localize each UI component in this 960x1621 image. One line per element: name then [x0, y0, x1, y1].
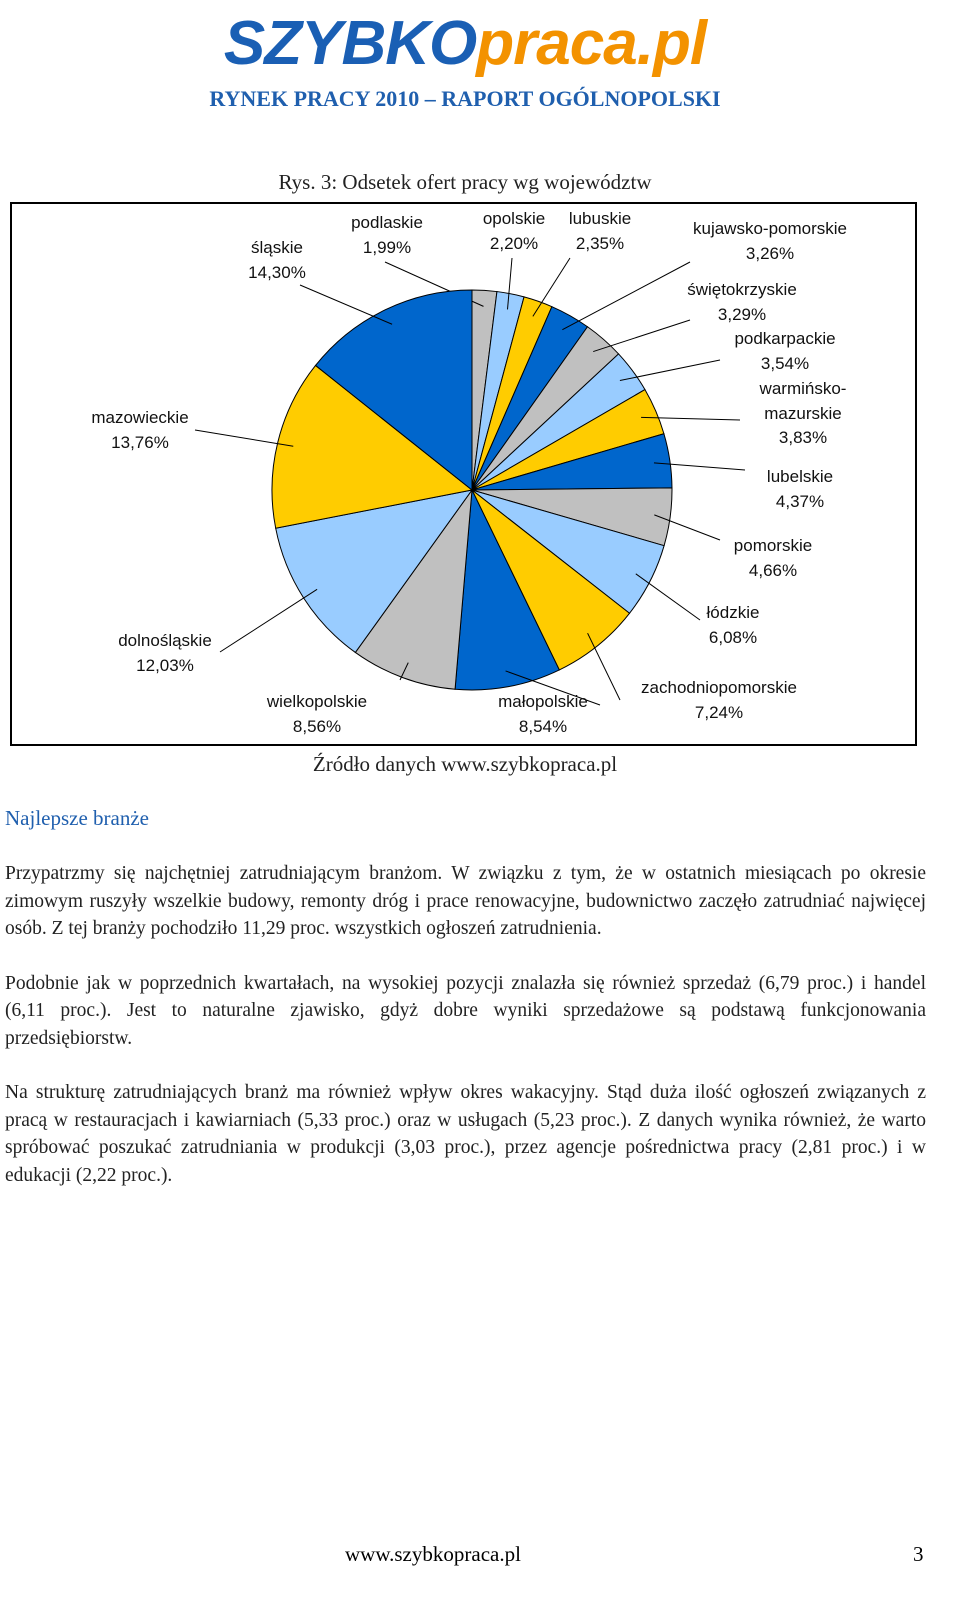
paragraph: Podobnie jak w poprzednich kwartałach, n…: [5, 972, 926, 1049]
leader-line: [641, 416, 741, 421]
leader-line: [593, 319, 691, 353]
slice-name: kujawsko-pomorskie: [693, 219, 847, 238]
slice-label: wielkopolskie 8,56%: [257, 690, 377, 739]
leader-line: [505, 670, 601, 706]
slice-value: 3,83%: [778, 428, 828, 447]
slice-value: 3,26%: [745, 243, 795, 263]
slice-name: podlaskie: [351, 213, 423, 232]
slice-name: mazowieckie: [91, 408, 189, 427]
footer-url: www.szybkopraca.pl: [345, 1542, 521, 1566]
slice-name: śląskie: [251, 238, 303, 257]
leader-line: [562, 261, 691, 331]
pie-slice: [314, 289, 473, 492]
leader-line: [299, 284, 393, 325]
paragraph: Na strukturę zatrudniających branż ma ró…: [5, 1082, 926, 1186]
leader-line: [653, 462, 746, 471]
slice-value: 1,99%: [362, 237, 412, 257]
slice-name: wielkopolskie: [266, 692, 368, 711]
slice-value: 3,54%: [760, 353, 810, 373]
leader-line: [194, 429, 294, 447]
paragraph: Przypatrzmy się najchętniej zatrudniając…: [5, 863, 926, 939]
slice-name: lubelskie: [766, 467, 834, 486]
slice-value: 6,08%: [708, 627, 758, 647]
slice-name: opolskie: [482, 209, 546, 228]
pie-slice: [454, 488, 560, 691]
leader-line: [532, 257, 571, 317]
slice-name: małopolskie: [498, 692, 588, 711]
slice-label: pomorskie 4,66%: [723, 534, 823, 583]
slice-name: lubuskie: [568, 209, 632, 228]
slice-label: zachodniopomorskie 7,24%: [624, 676, 814, 725]
slice-label: małopolskie 8,54%: [488, 690, 598, 739]
slice-value: 4,66%: [748, 560, 798, 580]
leader-line: [399, 662, 409, 681]
chart-title: Rys. 3: Odsetek ofert pracy wg województ…: [278, 170, 652, 194]
slice-label: lubelskie 4,37%: [755, 465, 845, 514]
slice-name: łódzkie: [706, 603, 760, 622]
chart-frame: [10, 202, 917, 746]
slice-name: zachodniopomorskie: [641, 678, 797, 697]
pie-slice: [271, 364, 474, 529]
leader-line: [507, 257, 513, 310]
slice-label: lubuskie 2,35%: [555, 207, 645, 256]
chart: [10, 202, 917, 746]
leader-line: [654, 514, 721, 541]
slice-label: mazowieckie 13,76%: [80, 406, 200, 455]
slice-value: 8,54%: [518, 716, 568, 736]
slice-label: kujawsko-pomorskie 3,26%: [675, 217, 865, 266]
chart-source: Źródło danych www.szybkopraca.pl: [312, 752, 618, 776]
logo-main: SZYBKO: [223, 9, 477, 78]
slice-name: podkarpackie: [734, 329, 836, 348]
slice-name: dolnośląskie: [118, 631, 212, 650]
slice-value: 13,76%: [111, 432, 169, 452]
slice-label: warmińsko-mazurskie 3,83%: [748, 377, 858, 451]
slice-value: 3,29%: [717, 304, 767, 324]
logo: SZYBKOpraca.pl: [0, 8, 930, 79]
leader-line: [219, 588, 318, 653]
slice-label: śląskie 14,30%: [237, 236, 317, 285]
slice-value: 2,35%: [575, 233, 625, 253]
slice-label: podkarpackie 3,54%: [720, 327, 850, 376]
slice-name: warmińsko-mazurskie: [759, 379, 847, 423]
leader-line: [587, 632, 621, 701]
slice-name: świętokrzyskie: [687, 280, 797, 299]
slice-label: świętokrzyskie 3,29%: [672, 278, 812, 327]
leader-line: [635, 573, 701, 621]
leader-line: [619, 359, 721, 382]
pie-slice: [354, 488, 473, 690]
page-number: 3: [913, 1542, 924, 1566]
slice-label: opolskie 2,20%: [469, 207, 559, 256]
slice-label: dolnośląskie 12,03%: [105, 629, 225, 678]
section-body: Przypatrzmy się najchętniej zatrudniając…: [5, 860, 926, 1216]
report-title: RYNEK PRACY 2010 – RAPORT OGÓLNOPOLSKI: [209, 86, 721, 111]
slice-value: 14,30%: [248, 262, 306, 282]
slice-value: 7,24%: [694, 702, 744, 722]
slice-value: 4,37%: [775, 491, 825, 511]
slice-label: podlaskie 1,99%: [332, 211, 442, 260]
slice-value: 8,56%: [292, 716, 342, 736]
section-heading: Najlepsze branże: [5, 806, 149, 830]
logo-suffix: praca.pl: [476, 9, 707, 78]
slice-value: 2,20%: [489, 233, 539, 253]
slice-name: pomorskie: [733, 536, 813, 555]
slice-label: łódzkie 6,08%: [693, 601, 773, 650]
slice-value: 12,03%: [136, 655, 194, 675]
